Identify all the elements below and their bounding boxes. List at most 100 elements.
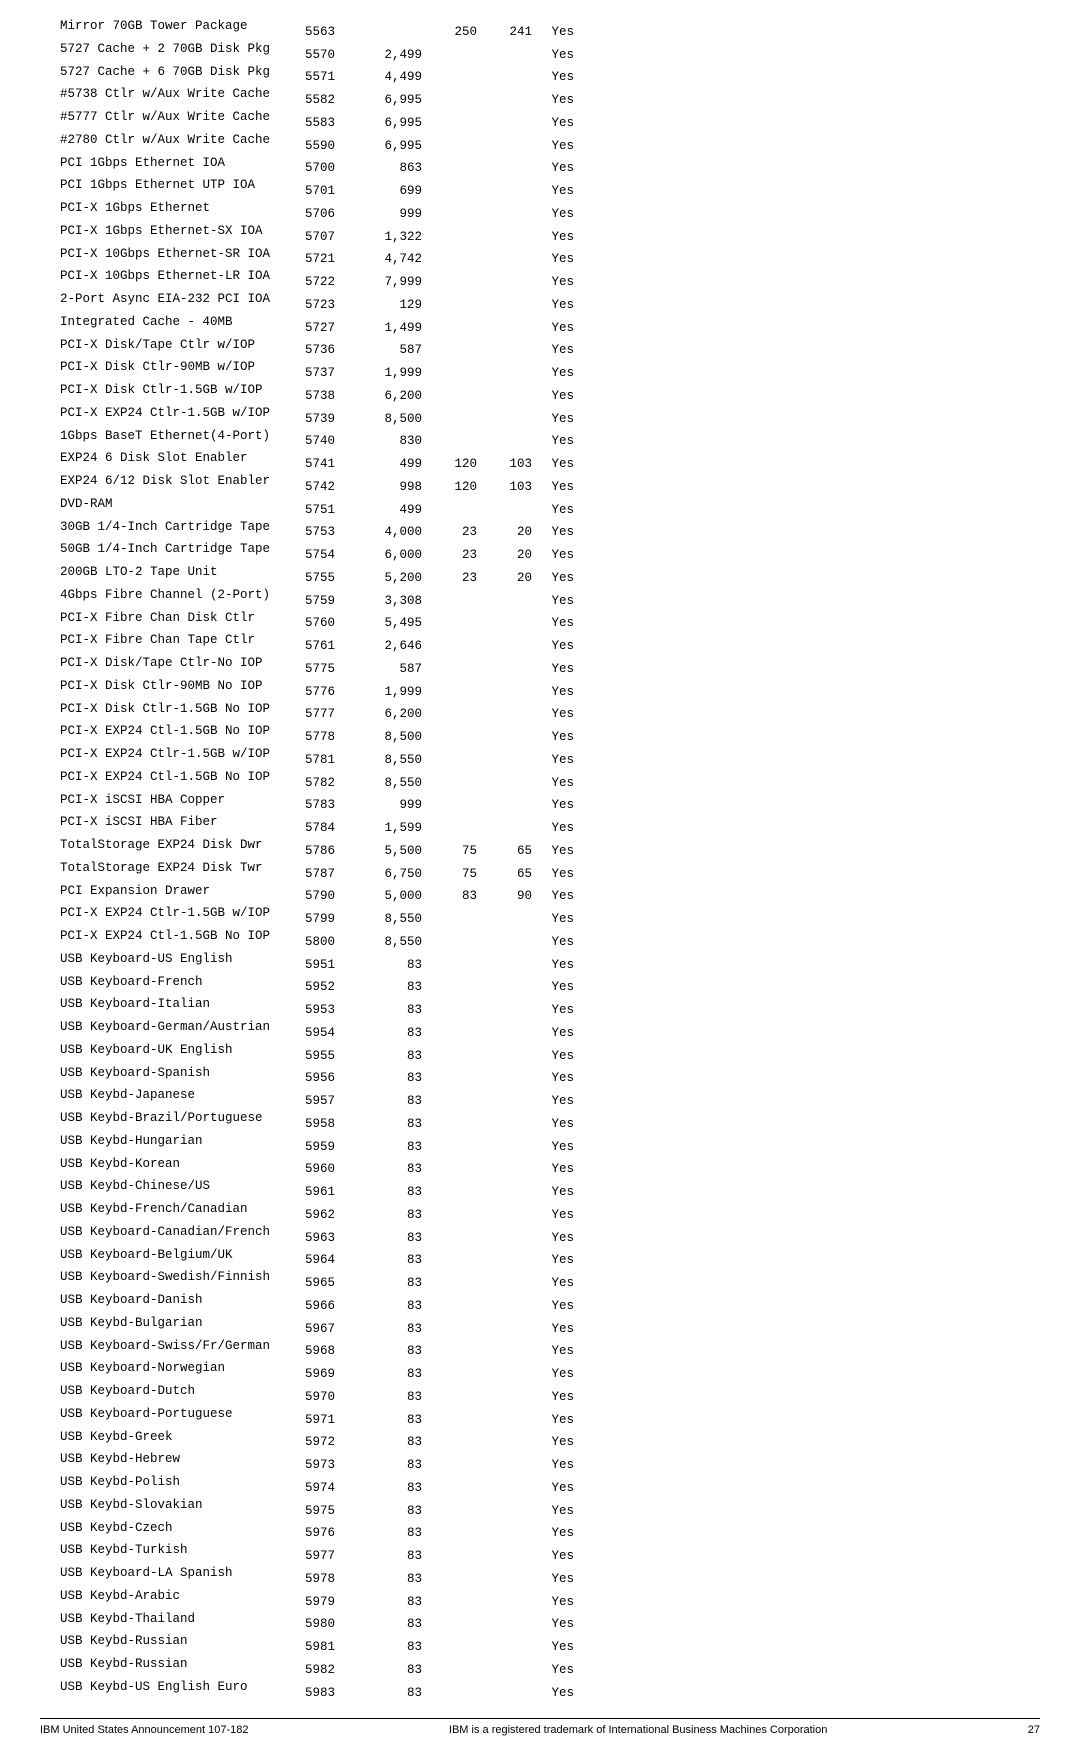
item-code: 5753 <box>305 524 350 541</box>
page-footer: IBM United States Announcement 107-182 I… <box>40 1718 1040 1738</box>
item-col-d: 241 <box>477 24 532 41</box>
item-code: 5979 <box>305 1594 350 1611</box>
item-description: PCI-X 1Gbps Ethernet <box>60 200 305 217</box>
item-description: TotalStorage EXP24 Disk Dwr <box>60 837 305 854</box>
price-list-page: Mirror 70GB Tower Package5563250241Yes57… <box>0 0 1080 1710</box>
item-description: USB Keyboard-Italian <box>60 996 305 1013</box>
item-code: 5955 <box>305 1048 350 1065</box>
item-code: 5980 <box>305 1616 350 1633</box>
price-list-row: USB Keyboard-Swiss/Fr/German596883Yes <box>60 1338 1020 1361</box>
item-yes: Yes <box>532 69 574 86</box>
item-code: 5722 <box>305 274 350 291</box>
item-description: USB Keybd-Hungarian <box>60 1133 305 1150</box>
item-col-d: 20 <box>477 570 532 587</box>
item-description: PCI-X iSCSI HBA Fiber <box>60 814 305 831</box>
item-description: PCI-X Fibre Chan Tape Ctlr <box>60 632 305 649</box>
item-price: 998 <box>350 479 422 496</box>
item-price: 999 <box>350 797 422 814</box>
item-description: USB Keyboard-Norwegian <box>60 1360 305 1377</box>
item-yes: Yes <box>532 1434 574 1451</box>
item-description: PCI-X EXP24 Ctl-1.5GB No IOP <box>60 723 305 740</box>
item-code: 5761 <box>305 638 350 655</box>
item-yes: Yes <box>532 1230 574 1247</box>
item-description: USB Keybd-US English Euro <box>60 1679 305 1696</box>
footer-center: IBM is a registered trademark of Interna… <box>449 1723 827 1738</box>
item-code: 5954 <box>305 1025 350 1042</box>
item-price: 83 <box>350 1093 422 1110</box>
price-list-row: 5727 Cache + 6 70GB Disk Pkg55714,499Yes <box>60 64 1020 87</box>
item-description: USB Keybd-Hebrew <box>60 1451 305 1468</box>
item-price: 83 <box>350 1048 422 1065</box>
item-price: 83 <box>350 1366 422 1383</box>
price-list-row: PCI-X Fibre Chan Tape Ctlr57612,646Yes <box>60 632 1020 655</box>
item-code: 5977 <box>305 1548 350 1565</box>
item-code: 5563 <box>305 24 350 41</box>
item-yes: Yes <box>532 1594 574 1611</box>
item-description: PCI-X EXP24 Ctlr-1.5GB w/IOP <box>60 746 305 763</box>
item-yes: Yes <box>532 820 574 837</box>
item-price: 830 <box>350 433 422 450</box>
item-description: USB Keybd-Arabic <box>60 1588 305 1605</box>
item-price: 6,000 <box>350 547 422 564</box>
item-price: 699 <box>350 183 422 200</box>
price-list-row: USB Keyboard-German/Austrian595483Yes <box>60 1019 1020 1042</box>
item-price: 6,995 <box>350 92 422 109</box>
item-description: PCI-X iSCSI HBA Copper <box>60 792 305 809</box>
item-yes: Yes <box>532 638 574 655</box>
item-col-c: 83 <box>422 888 477 905</box>
item-price: 83 <box>350 1412 422 1429</box>
item-description: USB Keybd-Russian <box>60 1633 305 1650</box>
item-price: 5,500 <box>350 843 422 860</box>
item-code: 5775 <box>305 661 350 678</box>
price-list-row: USB Keybd-Russian598183Yes <box>60 1633 1020 1656</box>
item-code: 5700 <box>305 160 350 177</box>
item-code: 5982 <box>305 1662 350 1679</box>
item-code: 5964 <box>305 1252 350 1269</box>
price-list-row: USB Keyboard-Spanish595683Yes <box>60 1065 1020 1088</box>
price-list-row: USB Keybd-Arabic597983Yes <box>60 1588 1020 1611</box>
item-yes: Yes <box>532 251 574 268</box>
item-col-c: 23 <box>422 524 477 541</box>
item-code: 5784 <box>305 820 350 837</box>
item-yes: Yes <box>532 24 574 41</box>
item-price: 83 <box>350 1571 422 1588</box>
item-code: 5974 <box>305 1480 350 1497</box>
item-code: 5973 <box>305 1457 350 1474</box>
price-list-row: USB Keybd-Brazil/Portuguese595883Yes <box>60 1110 1020 1133</box>
item-price: 499 <box>350 502 422 519</box>
item-yes: Yes <box>532 1366 574 1383</box>
price-list-row: 1Gbps BaseT Ethernet(4-Port)5740830Yes <box>60 428 1020 451</box>
item-price: 4,742 <box>350 251 422 268</box>
item-yes: Yes <box>532 1161 574 1178</box>
price-list-row: 5727 Cache + 2 70GB Disk Pkg55702,499Yes <box>60 41 1020 64</box>
price-list-row: USB Keybd-Bulgarian596783Yes <box>60 1315 1020 1338</box>
price-list-row: PCI-X iSCSI HBA Fiber57841,599Yes <box>60 814 1020 837</box>
item-code: 5969 <box>305 1366 350 1383</box>
price-list-row: USB Keyboard-Italian595383Yes <box>60 996 1020 1019</box>
item-yes: Yes <box>532 1252 574 1269</box>
item-price: 83 <box>350 1685 422 1702</box>
item-price: 587 <box>350 342 422 359</box>
item-price: 83 <box>350 979 422 996</box>
item-code: 5959 <box>305 1139 350 1156</box>
item-description: PCI Expansion Drawer <box>60 883 305 900</box>
price-list-row: USB Keybd-Czech597683Yes <box>60 1520 1020 1543</box>
item-price: 4,000 <box>350 524 422 541</box>
price-list-row: USB Keybd-Thailand598083Yes <box>60 1611 1020 1634</box>
item-yes: Yes <box>532 92 574 109</box>
item-code: 5957 <box>305 1093 350 1110</box>
price-list-row: USB Keyboard-French595283Yes <box>60 974 1020 997</box>
item-yes: Yes <box>532 1048 574 1065</box>
item-code: 5978 <box>305 1571 350 1588</box>
item-yes: Yes <box>532 1685 574 1702</box>
item-description: PCI-X Disk Ctlr-90MB No IOP <box>60 678 305 695</box>
item-price: 83 <box>350 1525 422 1542</box>
item-yes: Yes <box>532 911 574 928</box>
item-code: 5983 <box>305 1685 350 1702</box>
price-list-row: PCI-X Disk Ctlr-90MB w/IOP57371,999Yes <box>60 359 1020 382</box>
price-list-rows: Mirror 70GB Tower Package5563250241Yes57… <box>60 18 1020 1702</box>
item-yes: Yes <box>532 979 574 996</box>
item-code: 5737 <box>305 365 350 382</box>
item-code: 5754 <box>305 547 350 564</box>
price-list-row: PCI-X 1Gbps Ethernet5706999Yes <box>60 200 1020 223</box>
